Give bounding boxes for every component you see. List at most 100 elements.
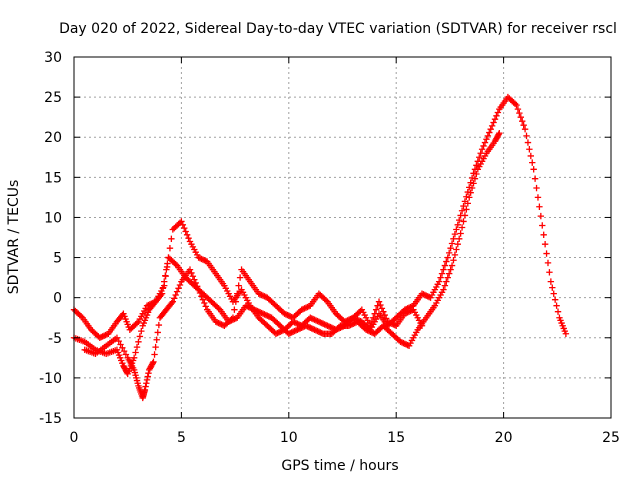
data-point [391, 321, 398, 329]
data-point [77, 313, 85, 320]
data-point [242, 302, 250, 309]
data-point [163, 266, 170, 273]
data-point [142, 383, 149, 390]
data-point [150, 358, 157, 366]
data-point [219, 321, 227, 329]
data-point [254, 307, 261, 315]
data-point [312, 327, 320, 334]
data-point [365, 327, 373, 335]
data-point [304, 303, 311, 311]
data-point [136, 333, 144, 340]
data-point [133, 343, 141, 351]
data-point [122, 351, 130, 358]
chart-title: Day 020 of 2022, Sidereal Day-to-day VTE… [59, 21, 617, 37]
data-point [517, 113, 524, 121]
data-point [212, 318, 219, 325]
data-point [400, 339, 407, 347]
data-point [264, 312, 271, 319]
data-point [315, 328, 323, 335]
data-point [380, 308, 387, 315]
data-point [229, 314, 237, 321]
data-point [309, 325, 317, 333]
data-point [251, 306, 258, 313]
data-point [484, 132, 492, 140]
data-point [322, 321, 330, 329]
data-point [178, 218, 185, 225]
data-point [490, 119, 497, 126]
data-point [287, 329, 294, 337]
y-tick-labels: -15 -10 -5 0 5 10 15 20 25 30 [39, 50, 62, 427]
y-tick-label: 5 [53, 251, 62, 267]
data-point [314, 317, 321, 325]
series-track-c [81, 266, 426, 402]
data-point [460, 218, 467, 225]
data-point [543, 250, 550, 257]
data-point [445, 249, 453, 257]
data-point [364, 327, 371, 334]
data-point [451, 251, 459, 259]
data-point [397, 338, 404, 345]
data-point [173, 288, 181, 295]
data-point [195, 254, 202, 261]
data-point [138, 327, 145, 335]
data-point [193, 283, 201, 290]
data-point [311, 316, 318, 323]
data-point [523, 132, 530, 140]
data-point [454, 240, 461, 248]
data-point [236, 274, 244, 281]
data-point [382, 315, 390, 322]
data-point [372, 306, 380, 313]
y-tick-label: 0 [53, 291, 62, 307]
data-point [181, 224, 188, 232]
data-point [261, 311, 268, 318]
data-point [549, 284, 556, 291]
data-point [292, 319, 300, 327]
data-point [143, 302, 151, 309]
data-point [319, 320, 327, 327]
data-point [235, 282, 242, 289]
data-point [176, 281, 184, 289]
data-point [401, 310, 408, 317]
data-point [149, 359, 156, 367]
data-point [322, 297, 330, 304]
data-point [199, 256, 207, 263]
data-point [215, 305, 222, 312]
data-point [132, 349, 139, 356]
data-point [460, 202, 467, 210]
x-tick-label: 25 [602, 430, 620, 446]
data-point [476, 154, 483, 161]
data-point [403, 341, 410, 348]
data-point [398, 339, 406, 346]
data-point [317, 319, 324, 326]
data-point [315, 318, 323, 325]
data-point [444, 254, 451, 261]
y-tick-label: 25 [44, 90, 62, 106]
data-point [302, 322, 310, 329]
y-tick-label: 30 [44, 50, 62, 66]
data-point [443, 278, 450, 285]
data-point [345, 322, 353, 329]
x-tick-labels: 0 5 10 15 20 25 [70, 430, 620, 446]
data-point [368, 318, 376, 325]
data-point [294, 320, 301, 327]
data-point [231, 306, 238, 313]
data-point [529, 159, 536, 166]
data-markers [70, 93, 570, 402]
data-point [524, 139, 532, 146]
data-point [467, 189, 474, 196]
data-point [309, 315, 317, 323]
data-point [546, 269, 553, 276]
data-point [196, 255, 204, 262]
data-point [450, 235, 457, 243]
data-point [511, 100, 519, 107]
data-point [443, 258, 450, 265]
data-point [161, 278, 168, 285]
data-point [214, 319, 221, 326]
data-point [191, 276, 198, 283]
data-point [521, 126, 529, 133]
data-point [541, 240, 549, 248]
gridlines [73, 56, 612, 419]
data-point [390, 321, 397, 328]
data-point [277, 328, 284, 335]
data-point [182, 228, 189, 235]
